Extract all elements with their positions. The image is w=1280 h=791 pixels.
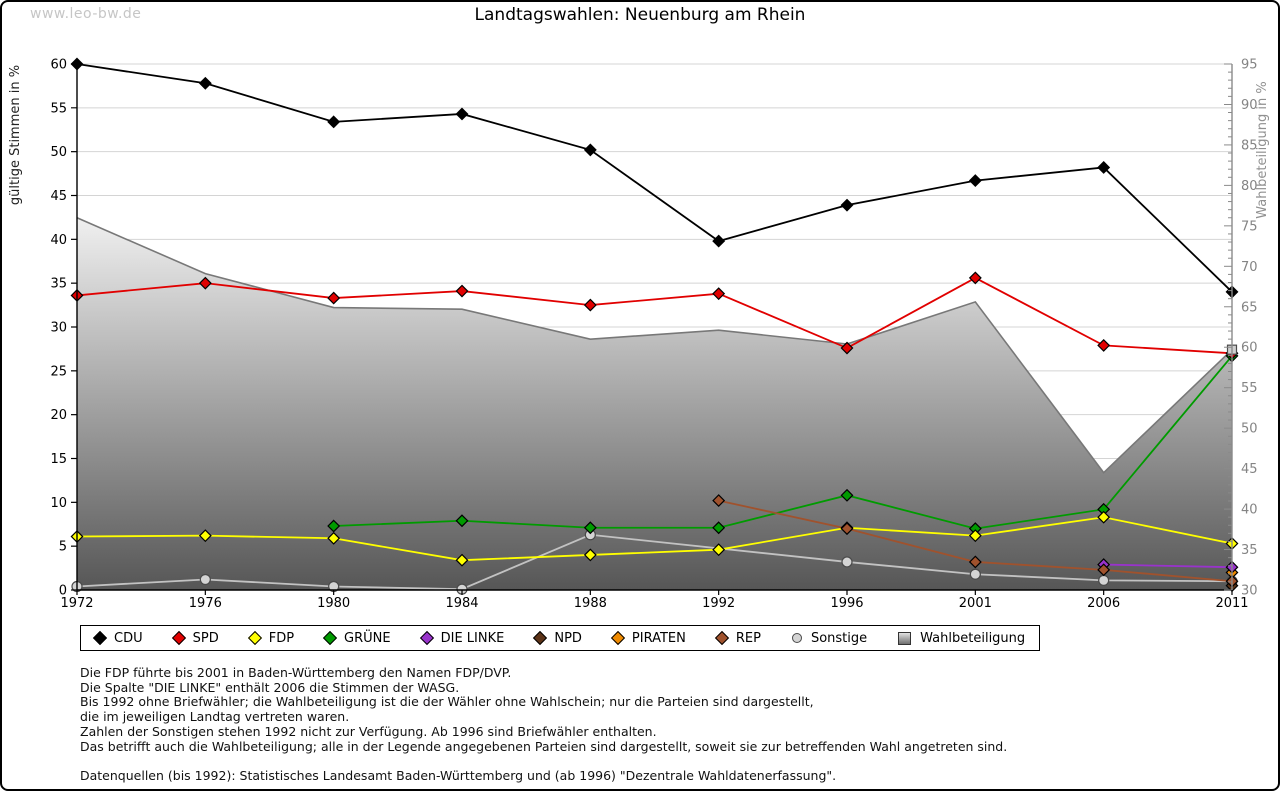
svg-text:50: 50	[50, 145, 67, 160]
legend-marker-icon	[791, 633, 802, 643]
legend-item-piraten: PIRATEN	[610, 630, 686, 646]
footnote-line: Zahlen der Sonstigen stehen 1992 nicht z…	[80, 723, 657, 739]
svg-text:75: 75	[1241, 219, 1258, 234]
svg-text:15: 15	[50, 452, 67, 467]
legend-label: FDP	[268, 630, 295, 646]
svg-text:55: 55	[1241, 381, 1258, 396]
svg-text:30: 30	[1241, 584, 1258, 599]
legend-marker-icon	[322, 630, 338, 646]
svg-text:95: 95	[1241, 58, 1258, 73]
svg-text:1972: 1972	[60, 596, 93, 611]
svg-text:30: 30	[50, 321, 67, 336]
footnote-line: Datenquellen (bis 1992): Statistisches L…	[80, 767, 837, 783]
svg-text:0: 0	[59, 584, 67, 599]
legend-label: REP	[735, 630, 761, 646]
legend-item-wahlbeteiligung: Wahlbeteiligung	[898, 631, 1025, 646]
svg-text:2011: 2011	[1215, 596, 1248, 611]
legend-label: Wahlbeteiligung	[920, 630, 1026, 646]
svg-text:70: 70	[1241, 260, 1258, 275]
legend-item-npd: NPD	[533, 630, 582, 646]
footnote-line: Das betrifft auch die Wahlbeteiligung; a…	[80, 738, 1008, 754]
svg-text:90: 90	[1241, 98, 1258, 113]
legend-label: GRÜNE	[344, 630, 391, 646]
svg-text:2001: 2001	[959, 596, 992, 611]
legend-item-fdp: FDP	[247, 630, 295, 646]
legend-label: CDU	[114, 630, 143, 646]
plot-area: 0 5 10 15 20 25 30 35 40 45 50 55 60 30 35 40 45 50 55 60 65…	[8, 58, 1270, 612]
legend-label: DIE LINKE	[440, 630, 505, 646]
svg-text:1976: 1976	[189, 596, 222, 611]
svg-text:60: 60	[50, 58, 67, 73]
legend-marker-icon	[419, 630, 434, 646]
svg-text:20: 20	[50, 408, 67, 423]
footnote-line: Die Spalte "DIE LINKE" enthält 2006 die …	[80, 679, 460, 695]
legend-marker-icon	[610, 630, 625, 646]
svg-text:45: 45	[50, 189, 67, 204]
svg-text:60: 60	[1241, 341, 1258, 356]
footnote-line: die im jeweiligen Landtag vertreten ware…	[80, 709, 350, 725]
svg-text:1996: 1996	[830, 596, 863, 611]
footnote-line	[80, 754, 1007, 769]
svg-text:gültige Stimmen in %: gültige Stimmen in %	[8, 65, 23, 205]
legend-item-sonstige: Sonstige	[791, 630, 868, 646]
footnote-line: Bis 1992 ohne Briefwähler; die Wahlbetei…	[80, 694, 814, 710]
legend-marker-icon	[898, 631, 912, 645]
svg-text:1988: 1988	[574, 596, 607, 611]
legend-label: Sonstige	[810, 630, 868, 646]
legend-marker-icon	[92, 630, 108, 646]
chart-footnotes: Die FDP führte bis 2001 in Baden-Württem…	[80, 665, 1008, 784]
svg-text:Wahlbeteiligung in %: Wahlbeteiligung in %	[1255, 81, 1270, 218]
legend-label: NPD	[554, 630, 582, 646]
svg-text:40: 40	[1241, 503, 1258, 518]
legend-item-gr-ne: GRÜNE	[322, 630, 391, 646]
svg-text:2006: 2006	[1087, 596, 1120, 611]
svg-text:35: 35	[1241, 543, 1258, 558]
svg-text:85: 85	[1241, 138, 1258, 153]
legend-label: SPD	[192, 630, 219, 646]
legend-item-spd: SPD	[171, 630, 219, 646]
svg-text:80: 80	[1241, 179, 1258, 194]
svg-text:45: 45	[1241, 462, 1258, 477]
legend-item-cdu: CDU	[92, 630, 143, 646]
svg-text:1992: 1992	[702, 596, 735, 611]
page-title: Landtagswahlen: Neuenburg am Rhein	[474, 5, 806, 25]
legend-item-rep: REP	[714, 630, 761, 646]
legend-marker-icon	[533, 630, 548, 646]
watermark: www.leo-bw.de	[30, 6, 142, 22]
legend-label: PIRATEN	[631, 630, 686, 646]
svg-text:50: 50	[1241, 422, 1258, 437]
svg-text:1984: 1984	[445, 596, 478, 611]
legend-marker-icon	[247, 630, 262, 646]
svg-text:35: 35	[50, 277, 67, 292]
svg-text:40: 40	[50, 233, 67, 248]
legend-marker-icon	[171, 630, 186, 646]
svg-text:5: 5	[59, 540, 67, 555]
legend-marker-icon	[714, 630, 729, 646]
svg-text:25: 25	[50, 364, 67, 379]
svg-text:55: 55	[50, 101, 67, 116]
legend-item-die-linke: DIE LINKE	[419, 630, 505, 646]
svg-text:1980: 1980	[317, 596, 350, 611]
chart-legend: CDU SPD FDP GRÜNE DIE LINKE NPD PIRATEN REP Sons…	[80, 625, 1041, 651]
svg-text:65: 65	[1241, 300, 1258, 315]
footnote-line: Die FDP führte bis 2001 in Baden-Württem…	[80, 665, 512, 680]
svg-text:10: 10	[50, 496, 67, 511]
